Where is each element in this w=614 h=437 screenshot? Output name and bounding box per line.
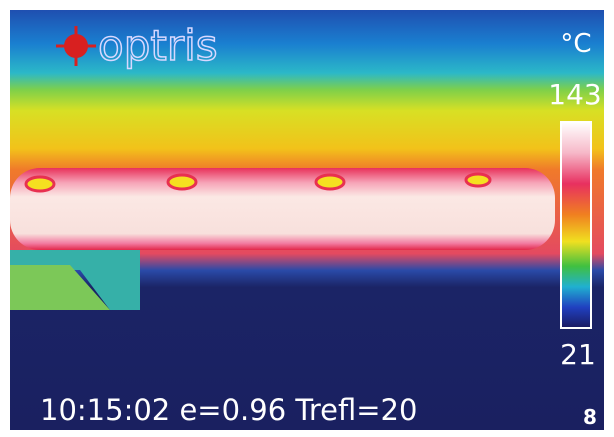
status-line: 10:15:02 e=0.96 Trefl=20	[40, 393, 417, 427]
scale-min: 21	[560, 338, 596, 371]
thermal-image: optris °C 143 21 10:15:02 e=0.96 Trefl=2…	[0, 0, 614, 437]
scale-max: 143	[548, 78, 601, 111]
page-number: 8	[583, 405, 597, 429]
color-bar	[561, 122, 591, 328]
scale-unit: °C	[560, 29, 591, 59]
logo-text: optris	[98, 21, 218, 70]
